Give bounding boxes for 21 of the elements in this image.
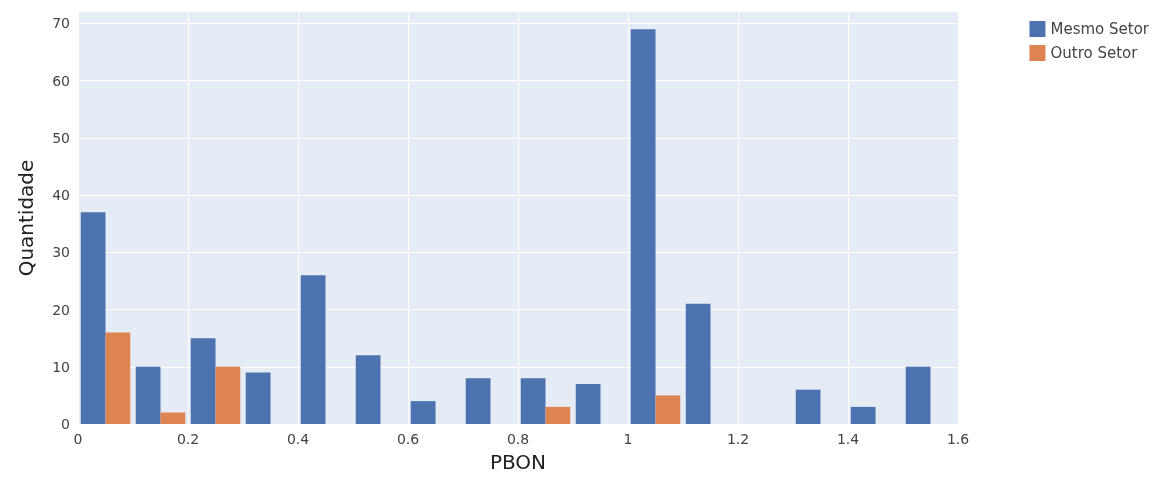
y-tick-label: 70 — [52, 15, 70, 32]
x-tick-label: 1.6 — [946, 431, 970, 447]
x-tick-label: 0.2 — [176, 431, 200, 447]
x-tick-label: 0 — [73, 431, 83, 447]
y-axis-title: Quantidade — [14, 159, 38, 277]
x-tick-label: 1.2 — [726, 431, 750, 447]
x-tick-label: 0.6 — [396, 431, 420, 447]
y-tick-label: 0 — [61, 416, 70, 432]
legend-label: Outro Setor — [1050, 44, 1139, 62]
y-tick-label: 40 — [52, 187, 70, 204]
y-tick-label: 20 — [52, 301, 70, 318]
legend-label: Mesmo Setor — [1050, 20, 1150, 38]
x-axis-title: PBON — [489, 450, 547, 474]
y-tick-label: 50 — [52, 129, 70, 146]
y-tick-label: 10 — [52, 358, 70, 375]
x-tick-label: 1.4 — [836, 431, 860, 447]
y-tick-label: 30 — [52, 244, 70, 261]
x-tick-label: 0.4 — [286, 431, 310, 447]
x-tick-label: 0.8 — [506, 431, 530, 447]
x-tick-label: 1 — [623, 431, 633, 447]
y-tick-label: 60 — [52, 72, 70, 89]
